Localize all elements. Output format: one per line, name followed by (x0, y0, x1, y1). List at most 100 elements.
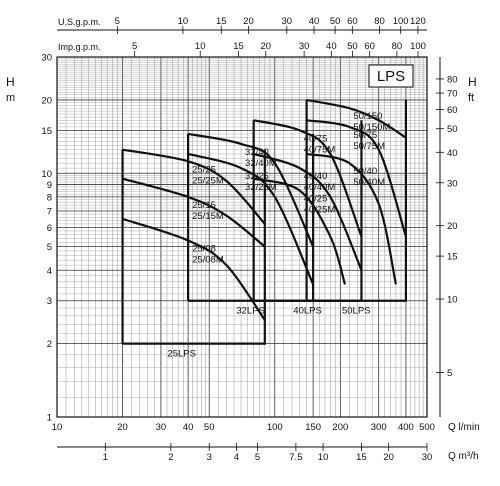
x-tick-label-lmin: 30 (156, 422, 167, 433)
curve-50-150 (306, 98, 407, 139)
bottom-axis-m3h-tick-label: 4 (234, 452, 239, 463)
right-axis-ft-tick-label: 20 (447, 221, 458, 232)
curve-label-line2: 40/75M (304, 144, 336, 155)
top-axis-impgpm-tick-label: 100 (410, 41, 426, 52)
curve-40-40 (253, 152, 363, 271)
y2-axis-label-h: H (468, 75, 477, 89)
axis-layer: 10 20 30 40 50 100 150 200 300 400 500123456789101… (41, 16, 457, 463)
x-tick-label-lmin: 150 (305, 422, 321, 433)
bottom-axis-m3h-tick-label: 30 (422, 452, 433, 463)
bottom-axis-m3h-tick-label: 7.5 (289, 452, 302, 463)
top-axis-impgpm-tick-label: 50 (347, 41, 358, 52)
right-axis-ft-tick-label: 5 (447, 368, 452, 379)
curve-label-line1: 50/40 (353, 166, 377, 177)
right-axis-ft-tick-label: 70 (447, 89, 458, 100)
y-tick-label-m: 6 (47, 223, 52, 234)
top-axis-impgpm-tick-label: 60 (364, 41, 375, 52)
curve-label-line2: 40/40M (304, 182, 336, 193)
curve-label-line1: 50/150 (353, 111, 382, 122)
curve-label-line2: 50/40M (353, 177, 385, 188)
curve-50-75 (306, 119, 407, 237)
curve-label-line2: 32/40M (245, 158, 277, 169)
x-tick-label-lmin: 40 (183, 422, 194, 433)
y-tick-label-m: 8 (47, 192, 52, 203)
x-tick-label-lmin: 200 (332, 422, 348, 433)
bottom-axis-m3h-tick-label: 5 (255, 452, 260, 463)
bottom-axis-m3h-tick-label: 2 (168, 452, 173, 463)
y-tick-label-m: 5 (47, 242, 52, 253)
right-axis-ft-tick-label: 30 (447, 178, 458, 189)
top-axis-usgpm-tick-label: 60 (347, 16, 358, 27)
grid-layer (56, 56, 428, 418)
curve-label-line1: 40/40 (304, 171, 328, 182)
top-axis-impgpm-tick-label: 30 (299, 41, 310, 52)
x-tick-label-lmin: 300 (371, 422, 387, 433)
x-tick-label-lmin: 50 (204, 422, 215, 433)
y-tick-label-m: 3 (47, 296, 52, 307)
y-tick-label-m: 2 (47, 339, 52, 350)
curve-40-25 (253, 177, 347, 285)
curve-label-line1: 25/08 (192, 243, 216, 254)
curve-40-75 (253, 119, 363, 237)
top-axis-usgpm-tick-label: 100 (393, 16, 409, 27)
y-tick-label-m: 4 (47, 266, 52, 277)
y2-axis-label-ft: ft (468, 92, 474, 104)
bottom-axis-m3h-tick-label: 20 (383, 452, 394, 463)
x-tick-label-lmin: 500 (419, 422, 435, 433)
curve-label-line1: 25/15 (192, 200, 216, 211)
curve-label-line1: 32/40 (245, 147, 269, 158)
y-tick-label-m: 1 (47, 413, 52, 424)
top-axis-usgpm-label: U.S.g.p.m. (58, 17, 101, 27)
curve-label-line2: 25/25M (192, 175, 224, 186)
top-axis-impgpm-label: Imp.g.p.m. (58, 42, 101, 52)
y-tick-label-m: 15 (41, 126, 52, 137)
right-axis-ft-tick-label: 60 (447, 105, 458, 116)
x-axis-label-lmin: Q l/min (448, 422, 480, 433)
top-axis-usgpm-tick-label: 20 (243, 16, 254, 27)
family-label-40lps: 40LPS (293, 306, 322, 317)
curve-50-40 (306, 152, 398, 285)
family-label-32lps: 32LPS (236, 306, 265, 317)
curve-25-25 (122, 148, 266, 225)
top-axis-usgpm-tick-label: 15 (216, 16, 227, 27)
family-label-50lps: 50LPS (342, 306, 371, 317)
y-tick-label-m: 10 (41, 169, 52, 180)
curve-32-40 (187, 132, 315, 248)
top-axis-usgpm-tick-label: 50 (330, 16, 341, 27)
x-tick-label-lmin: 100 (267, 422, 283, 433)
top-axis-usgpm-tick-label: 30 (282, 16, 293, 27)
bottom-axis-m3h-tick-label: 1 (103, 452, 108, 463)
x-tick-label-lmin: 10 (52, 422, 63, 433)
y-tick-label-m: 20 (41, 95, 52, 106)
top-axis-usgpm-tick-label: 10 (178, 16, 189, 27)
curve-label-line2: 50/75M (353, 141, 385, 152)
bottom-axis-m3h-tick-label: 3 (207, 452, 212, 463)
curve-label-line2: 25/15M (192, 211, 224, 222)
chart-title: LPS (377, 68, 405, 85)
curve-label-line1: 25/25 (192, 164, 216, 175)
right-axis-ft-tick-label: 15 (447, 252, 458, 263)
top-axis-impgpm-tick-label: 5 (132, 41, 137, 52)
curve-25-15 (122, 177, 266, 248)
curve-label-line1: 32/25 (245, 171, 269, 182)
curve-label-line1: 50/75 (353, 130, 377, 141)
y-tick-label-m: 7 (47, 207, 52, 218)
y-axis-label-m: m (6, 92, 15, 104)
curve-label-line2: 32/25M (245, 182, 277, 193)
top-axis-impgpm-tick-label: 20 (260, 41, 271, 52)
curve-layer (122, 98, 407, 321)
